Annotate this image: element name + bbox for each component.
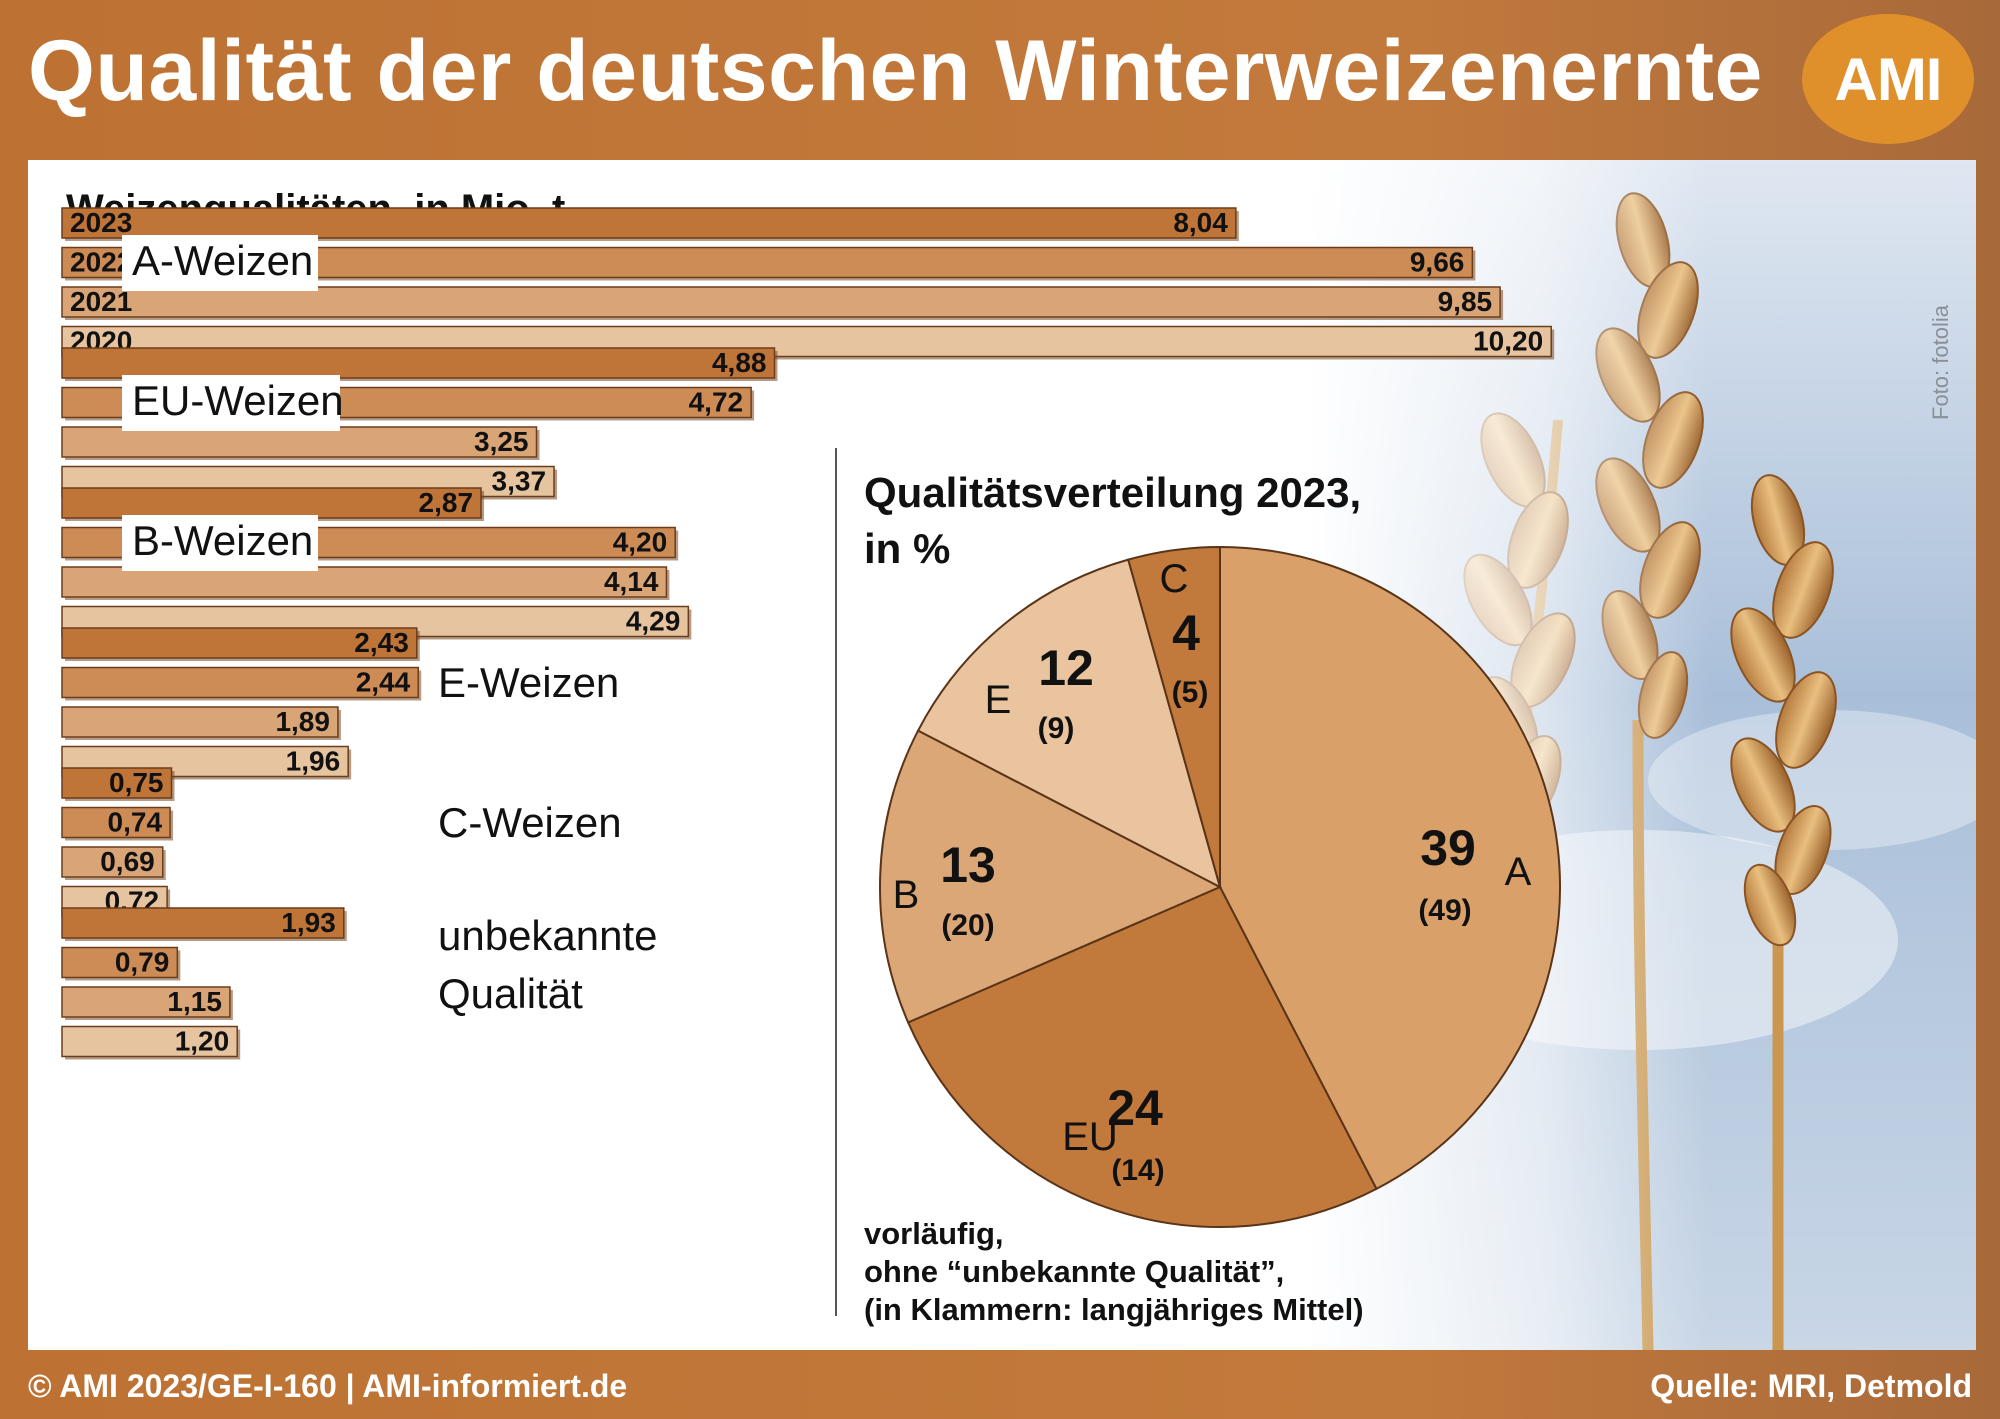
- group-label-background: [122, 515, 318, 571]
- footer-source: Quelle: MRI, Detmold: [1650, 1368, 1972, 1404]
- pie-slice: [916, 558, 1222, 889]
- pie-slice-name: E: [985, 678, 1012, 722]
- group-label: B-Weizen: [132, 517, 313, 564]
- bar-group: 1,93 0,79 1,15 1,20 unbekannte Qualität: [61, 907, 658, 1060]
- bar: [61, 286, 1501, 318]
- footer-copyright: © AMI 2023/GE-I-160 | AMI-informiert.de: [28, 1368, 628, 1404]
- bar: [61, 487, 482, 519]
- bar-value-label: 0,79: [115, 947, 170, 978]
- bar-value-label: 0,75: [109, 767, 164, 798]
- pie-slice-value: 12: [1038, 640, 1094, 696]
- group-label: Qualität: [438, 970, 583, 1017]
- year-label: 2022: [70, 247, 132, 278]
- pie-slice-average: (14): [1111, 1154, 1164, 1187]
- bar-group: 2,43 2,44 1,89 1,96 E-Weizen: [61, 627, 619, 780]
- bar-value-label: 9,85: [1438, 286, 1493, 317]
- bar-value-label: 1,20: [175, 1026, 230, 1057]
- pie-note-line-3: (in Klammern: langjähriges Mittel): [864, 1292, 1364, 1327]
- bar: [61, 566, 668, 598]
- group-label: C-Weizen: [438, 799, 622, 846]
- group-label: A-Weizen: [132, 237, 313, 284]
- bar: [61, 846, 164, 878]
- bar: [61, 347, 776, 379]
- pie-title-line-2: in %: [864, 525, 951, 572]
- bar-value-label: 9,66: [1410, 247, 1465, 278]
- bar: [61, 806, 171, 839]
- bar-value-label: 1,93: [281, 907, 336, 938]
- pie-slices: [879, 545, 1561, 1228]
- pie-title-line-1: Qualitätsverteilung 2023,: [864, 469, 1362, 516]
- chart-panel: Foto: fotolia Weizenqualitäten, in Mio. …: [28, 160, 1976, 1350]
- group-label: E-Weizen: [438, 659, 619, 706]
- group-label: unbekannte: [438, 912, 658, 959]
- logo-text: AMI: [1834, 45, 1943, 113]
- pie-note-line-1: vorläufig,: [864, 1216, 1004, 1251]
- pie-note-line-2: ohne “unbekannte Qualität”,: [864, 1254, 1285, 1289]
- pie-slice-name: EU: [1062, 1115, 1118, 1159]
- bar: [61, 767, 173, 799]
- pie-chart-title: Qualitätsverteilung 2023, in %: [864, 465, 1484, 577]
- bar-value-label: 4,29: [626, 606, 681, 637]
- bar-value-label: 3,37: [492, 466, 547, 497]
- bar-value-label: 4,20: [613, 527, 668, 558]
- year-label: 2023: [70, 207, 132, 238]
- pie-slice-average: (9): [1038, 712, 1075, 745]
- bar-value-label: 1,96: [286, 746, 341, 777]
- pie-slice: [879, 729, 1223, 1024]
- pie-slice-average: (20): [941, 909, 994, 942]
- bar-chart: 8,0420239,6620229,85202110,202020A-Weize…: [61, 207, 1555, 1060]
- bar-value-label: 3,25: [474, 426, 529, 457]
- bar-value-label: 0,74: [108, 807, 163, 838]
- bar-value-label: 2,43: [354, 627, 409, 658]
- bar-group: 8,0420239,6620229,85202110,202020A-Weize…: [61, 207, 1555, 360]
- bar-value-label: 1,15: [167, 986, 222, 1017]
- bar: [61, 946, 179, 979]
- pie-slice-value: 24: [1107, 1080, 1163, 1136]
- bar-group: 0,750,740,690,72C-Weizen: [61, 767, 622, 920]
- pie-slice: [1219, 545, 1561, 1191]
- bar-value-label: 10,20: [1473, 326, 1543, 357]
- pie-note: vorläufig, ohne “unbekannte Qualität”, (…: [864, 1215, 1584, 1329]
- bar: [61, 907, 345, 939]
- bar-group: 2,87 4,20 4,14 4,29 B-Weizen: [61, 487, 692, 640]
- pie-slice-name: B: [893, 873, 920, 917]
- bar: [61, 986, 231, 1018]
- pie-slice-value: 39: [1420, 820, 1476, 876]
- bar-value-label: 2,87: [419, 487, 474, 518]
- bar-value-label: 1,89: [275, 706, 330, 737]
- pie-slice-name: A: [1505, 850, 1532, 894]
- page-title: Qualität der deutschen Winterweizenernte: [28, 23, 1763, 119]
- group-label-background: [122, 235, 318, 291]
- bar: [61, 207, 1237, 239]
- pie-slice: [1127, 545, 1221, 888]
- group-label: EU-Weizen: [132, 377, 344, 424]
- pie-slice-name: C: [1160, 557, 1189, 601]
- bar-value-label: 2,44: [356, 667, 411, 698]
- bar-value-label: 4,72: [689, 387, 744, 418]
- year-label: 2021: [70, 286, 132, 317]
- chart-divider: [835, 448, 837, 1316]
- pie-slice-value: 13: [940, 837, 996, 893]
- pie-slice-average: (49): [1418, 894, 1471, 927]
- bar-value-label: 8,04: [1173, 207, 1228, 238]
- bar-value-label: 4,88: [712, 347, 767, 378]
- ami-logo: AMI: [1802, 14, 1974, 144]
- pie-slice-average: (5): [1172, 676, 1209, 709]
- pie-slice-value: 4: [1172, 605, 1200, 661]
- bar: [61, 627, 418, 659]
- bar: [61, 666, 419, 699]
- bar: [61, 1025, 238, 1058]
- bar: [61, 706, 339, 738]
- bar-value-label: 0,69: [100, 846, 155, 877]
- group-label-background: [122, 375, 340, 431]
- bar-value-label: 4,14: [604, 566, 659, 597]
